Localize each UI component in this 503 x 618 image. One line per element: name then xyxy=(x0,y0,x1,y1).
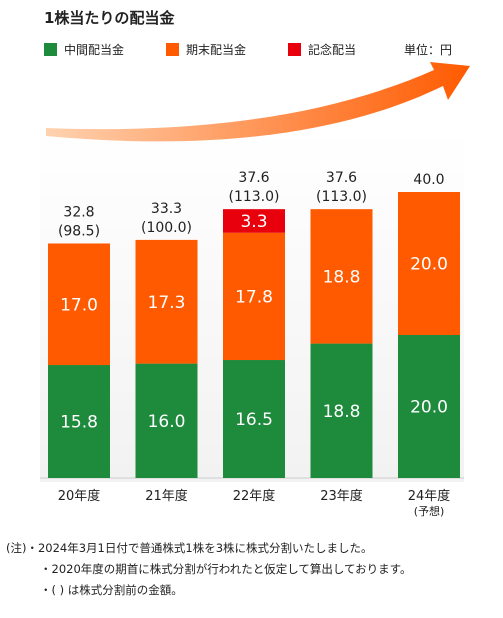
legend-label-year-end: 期末配当金 xyxy=(186,42,246,57)
total-pre-split-3: (113.0) xyxy=(228,189,279,205)
x-tick-note-5: (予想) xyxy=(414,504,445,518)
x-tick-label-4: 23年度 xyxy=(320,488,363,504)
total-label-5: 40.0 xyxy=(413,172,444,188)
chart-title: 1株当たりの配当金 xyxy=(44,9,175,27)
legend-label-interim: 中間配当金 xyxy=(64,42,124,57)
bar-interim-3 xyxy=(223,360,285,478)
total-label-2: 33.3 xyxy=(151,201,182,217)
unit-label: 単位：円 xyxy=(404,42,452,57)
x-tick-label-1: 20年度 xyxy=(58,488,101,504)
total-label-4: 37.6 xyxy=(326,170,357,186)
legend-label-commemorative: 記念配当 xyxy=(308,42,356,57)
total-pre-split-4: (113.0) xyxy=(316,189,367,205)
bar-year-end-5 xyxy=(398,192,460,335)
dividend-chart: 1株当たりの配当金 中間配当金 期末配当金 記念配当 単位：円 15.8 17.0… xyxy=(40,9,470,518)
bar-label-interim-1: 15.8 xyxy=(60,413,98,433)
footnote-assumption: ・2020年度の期首に株式分割が行われたと仮定して算出しております。 xyxy=(40,562,412,576)
legend: 中間配当金 期末配当金 記念配当 xyxy=(44,42,356,57)
x-tick-label-5: 24年度 xyxy=(408,488,451,504)
bar-label-commemorative-3: 3.3 xyxy=(240,212,267,232)
bar-year-end-3 xyxy=(223,232,285,361)
bar-year-end-1 xyxy=(48,243,110,366)
footnote-parentheses: ・( ) は株式分割前の金額。 xyxy=(40,583,183,597)
growth-arrow xyxy=(46,62,470,142)
bar-label-interim-3: 16.5 xyxy=(235,410,273,430)
bar-year-end-4 xyxy=(310,209,373,344)
legend-swatch-commemorative xyxy=(288,43,301,56)
footnotes: (注)・2024年3月1日付で普通株式1株を3株に株式分割いたしました。 ・20… xyxy=(6,538,498,601)
bar-interim-5 xyxy=(398,335,460,478)
total-pre-split-1: (98.5) xyxy=(58,223,100,239)
bar-label-year-end-5: 20.0 xyxy=(410,255,448,275)
bar-label-year-end-3: 17.8 xyxy=(235,287,273,307)
bar-interim-2 xyxy=(135,363,198,478)
x-tick-label-2: 21年度 xyxy=(145,488,188,504)
bar-interim-4 xyxy=(310,343,373,478)
bar-label-year-end-1: 17.0 xyxy=(60,295,98,315)
footnote-split: (注)・2024年3月1日付で普通株式1株を3株に株式分割いたしました。 xyxy=(6,541,373,555)
total-pre-split-2: (100.0) xyxy=(141,220,192,236)
bar-label-year-end-4: 18.8 xyxy=(323,267,361,287)
bar-year-end-2 xyxy=(135,239,198,364)
bar-label-interim-4: 18.8 xyxy=(323,402,361,422)
bar-interim-1 xyxy=(48,365,110,478)
bars: 15.8 17.0 (98.5) 32.8 20年度 16.0 17.3 (100.0) 33.… xyxy=(48,170,460,518)
bar-commemorative-3 xyxy=(223,209,285,233)
total-label-1: 32.8 xyxy=(63,204,94,220)
bar-label-interim-2: 16.0 xyxy=(148,412,186,432)
total-label-3: 37.6 xyxy=(238,170,269,186)
x-tick-label-3: 22年度 xyxy=(233,488,276,504)
legend-swatch-interim xyxy=(44,43,57,56)
bar-label-year-end-2: 17.3 xyxy=(148,293,186,313)
bar-label-interim-5: 20.0 xyxy=(410,398,448,418)
legend-swatch-year-end xyxy=(166,43,179,56)
